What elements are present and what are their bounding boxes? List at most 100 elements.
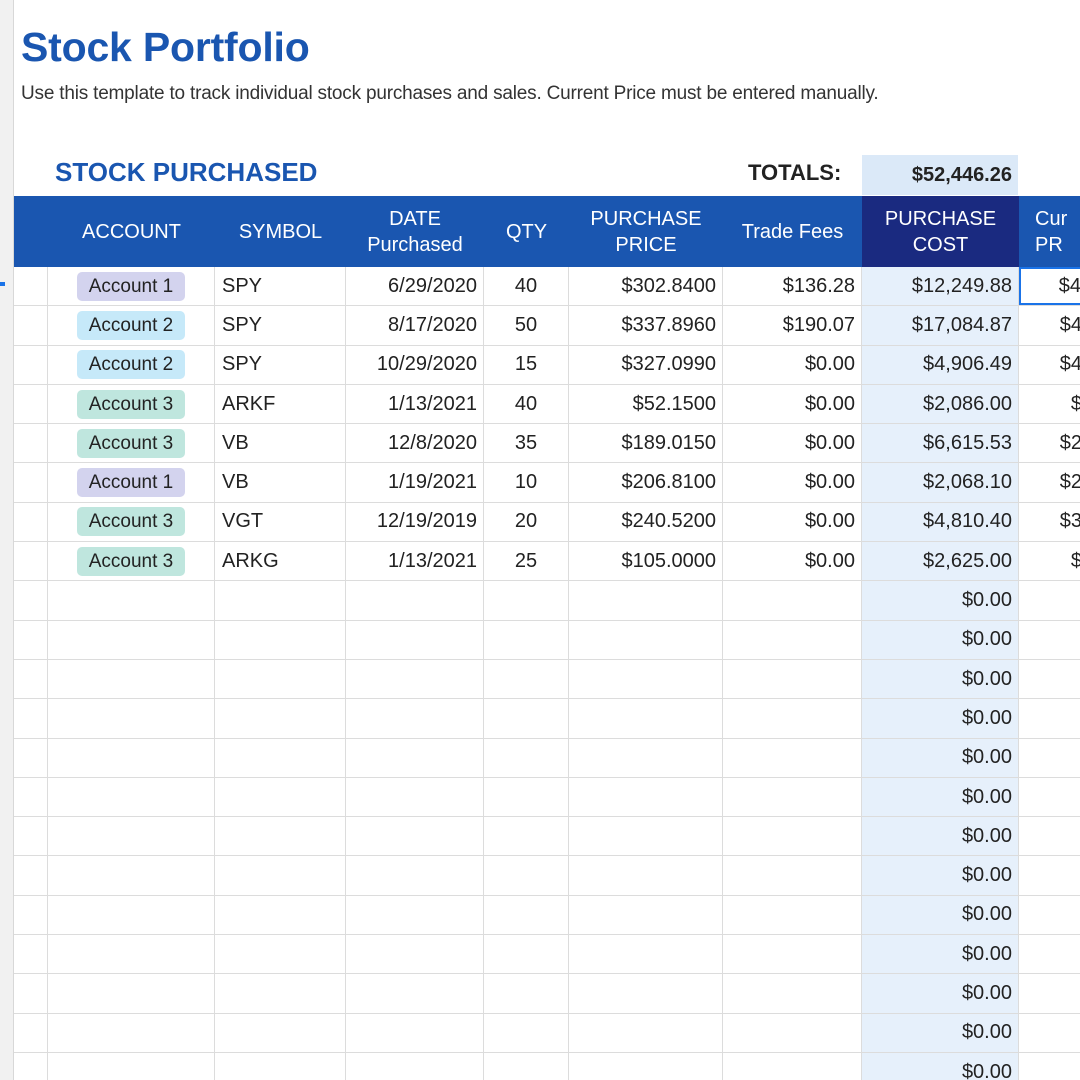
trade-fees-cell[interactable]: $0.00 xyxy=(723,502,862,542)
symbol-cell[interactable]: VGT xyxy=(215,502,346,542)
purchase-cost-cell[interactable]: $6,615.53 xyxy=(862,424,1019,463)
current-price-cell[interactable] xyxy=(1019,856,1080,894)
purchase-price-cell[interactable]: $240.5200 xyxy=(569,502,723,542)
account-cell[interactable] xyxy=(48,1013,215,1052)
purchase-cost-cell[interactable]: $0.00 xyxy=(862,974,1019,1013)
qty-cell[interactable] xyxy=(484,856,569,895)
trade-fees-cell[interactable] xyxy=(723,699,862,738)
current-price-cell[interactable] xyxy=(1019,660,1080,698)
date-cell[interactable]: 12/19/2019 xyxy=(346,502,484,542)
current-price-cell[interactable] xyxy=(1019,896,1080,934)
purchase-price-cell[interactable] xyxy=(569,659,723,699)
date-cell[interactable]: 8/17/2020 xyxy=(346,306,484,345)
date-cell[interactable]: 1/13/2021 xyxy=(346,542,484,581)
symbol-cell[interactable]: SPY xyxy=(215,267,346,306)
date-cell[interactable] xyxy=(346,620,484,659)
current-price-cell[interactable] xyxy=(1019,1014,1080,1052)
purchase-price-cell[interactable]: $105.0000 xyxy=(569,542,723,581)
date-cell[interactable] xyxy=(346,856,484,895)
purchase-cost-cell[interactable]: $0.00 xyxy=(862,699,1019,738)
current-price-cell[interactable] xyxy=(1019,778,1080,816)
account-cell[interactable]: Account 1 xyxy=(48,463,215,502)
symbol-cell[interactable] xyxy=(215,581,346,620)
date-cell[interactable] xyxy=(346,1052,484,1080)
symbol-cell[interactable]: VB xyxy=(215,424,346,463)
symbol-cell[interactable]: SPY xyxy=(215,306,346,345)
row-gutter-cell[interactable] xyxy=(14,699,48,738)
current-price-cell[interactable] xyxy=(1019,974,1080,1012)
account-cell[interactable]: Account 1 xyxy=(48,267,215,306)
purchase-cost-cell[interactable]: $12,249.88 xyxy=(862,267,1019,306)
purchase-cost-cell[interactable]: $0.00 xyxy=(862,1052,1019,1080)
row-gutter-cell[interactable] xyxy=(14,581,48,620)
current-price-cell[interactable]: $2 xyxy=(1019,424,1080,462)
col-header-account[interactable]: ACCOUNT xyxy=(82,220,181,243)
trade-fees-cell[interactable] xyxy=(723,1013,862,1052)
row-gutter-cell[interactable] xyxy=(14,895,48,935)
row-gutter-cell[interactable] xyxy=(14,817,48,856)
trade-fees-cell[interactable] xyxy=(723,1052,862,1080)
trade-fees-cell[interactable]: $0.00 xyxy=(723,345,862,384)
date-cell[interactable]: 1/13/2021 xyxy=(346,384,484,424)
account-cell[interactable] xyxy=(48,935,215,974)
account-cell[interactable] xyxy=(48,699,215,738)
purchase-price-cell[interactable] xyxy=(569,1013,723,1052)
trade-fees-cell[interactable]: $0.00 xyxy=(723,463,862,502)
symbol-cell[interactable] xyxy=(215,1013,346,1052)
trade-fees-cell[interactable] xyxy=(723,738,862,777)
row-gutter-cell[interactable] xyxy=(14,502,48,542)
purchase-cost-cell[interactable]: $0.00 xyxy=(862,1013,1019,1052)
current-price-cell[interactable] xyxy=(1019,935,1080,973)
symbol-cell[interactable] xyxy=(215,935,346,974)
row-gutter-cell[interactable] xyxy=(14,463,48,502)
account-cell[interactable] xyxy=(48,581,215,620)
symbol-cell[interactable] xyxy=(215,1052,346,1080)
col-header-purchase-price[interactable]: PURCHASE PRICE xyxy=(590,207,702,256)
current-price-cell[interactable] xyxy=(1019,699,1080,737)
account-cell[interactable]: Account 2 xyxy=(48,345,215,384)
row-gutter-cell[interactable] xyxy=(14,1013,48,1052)
account-cell[interactable] xyxy=(48,620,215,659)
qty-cell[interactable] xyxy=(484,817,569,856)
qty-cell[interactable] xyxy=(484,974,569,1013)
trade-fees-cell[interactable] xyxy=(723,817,862,856)
account-cell[interactable]: Account 3 xyxy=(48,384,215,424)
purchase-price-cell[interactable]: $337.8960 xyxy=(569,306,723,345)
qty-cell[interactable]: 25 xyxy=(484,542,569,581)
row-gutter-cell[interactable] xyxy=(14,424,48,463)
purchase-cost-cell[interactable]: $2,625.00 xyxy=(862,542,1019,581)
qty-cell[interactable] xyxy=(484,699,569,738)
account-chip[interactable]: Account 3 xyxy=(76,389,186,419)
current-price-cell[interactable] xyxy=(1019,581,1080,619)
purchase-price-cell[interactable] xyxy=(569,738,723,777)
trade-fees-cell[interactable] xyxy=(723,974,862,1013)
purchase-cost-cell[interactable]: $0.00 xyxy=(862,659,1019,699)
qty-cell[interactable] xyxy=(484,1013,569,1052)
purchase-cost-cell[interactable]: $0.00 xyxy=(862,777,1019,817)
trade-fees-cell[interactable] xyxy=(723,777,862,817)
qty-cell[interactable]: 15 xyxy=(484,345,569,384)
purchase-price-cell[interactable] xyxy=(569,1052,723,1080)
account-chip[interactable]: Account 3 xyxy=(76,428,186,458)
symbol-cell[interactable]: VB xyxy=(215,463,346,502)
account-cell[interactable] xyxy=(48,856,215,895)
qty-cell[interactable]: 20 xyxy=(484,502,569,542)
row-gutter-cell[interactable] xyxy=(14,777,48,817)
symbol-cell[interactable] xyxy=(215,777,346,817)
qty-cell[interactable]: 40 xyxy=(484,384,569,424)
purchase-price-cell[interactable] xyxy=(569,935,723,974)
date-cell[interactable] xyxy=(346,1013,484,1052)
trade-fees-cell[interactable]: $0.00 xyxy=(723,424,862,463)
account-cell[interactable]: Account 2 xyxy=(48,306,215,345)
symbol-cell[interactable] xyxy=(215,659,346,699)
row-gutter-cell[interactable] xyxy=(14,620,48,659)
purchase-cost-cell[interactable]: $0.00 xyxy=(862,856,1019,895)
account-chip[interactable]: Account 2 xyxy=(76,350,186,380)
date-cell[interactable]: 6/29/2020 xyxy=(346,267,484,306)
purchase-price-cell[interactable]: $327.0990 xyxy=(569,345,723,384)
current-price-cell[interactable] xyxy=(1019,621,1080,659)
symbol-cell[interactable] xyxy=(215,620,346,659)
row-gutter-cell[interactable] xyxy=(14,974,48,1013)
purchase-cost-cell[interactable]: $0.00 xyxy=(862,581,1019,620)
trade-fees-cell[interactable]: $136.28 xyxy=(723,267,862,306)
